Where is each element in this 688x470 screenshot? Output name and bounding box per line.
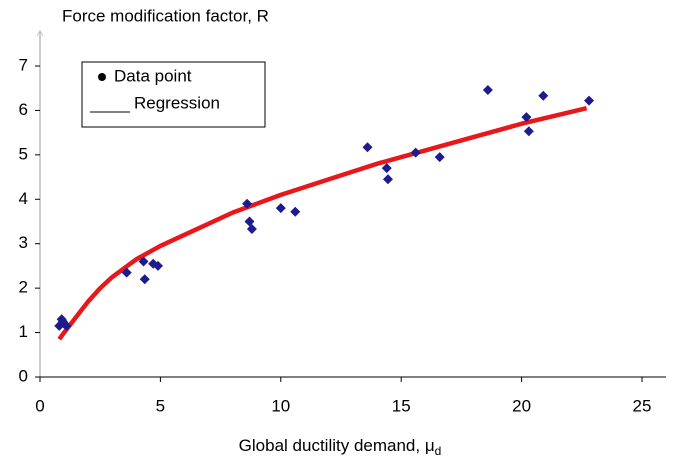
y-tick-label: 4 (19, 189, 28, 208)
x-tick-label: 10 (271, 396, 290, 415)
data-point (138, 256, 149, 267)
x-tick-label: 15 (392, 396, 411, 415)
x-tick-label: 0 (35, 396, 44, 415)
data-point (482, 84, 493, 95)
legend-marker (98, 73, 106, 81)
legend-box (81, 61, 266, 128)
y-axis-arrow (36, 29, 44, 37)
data-point (382, 174, 393, 185)
y-tick-label: 1 (19, 322, 28, 341)
data-point (244, 216, 255, 227)
x-tick-label: 25 (633, 396, 652, 415)
data-point (139, 274, 150, 285)
x-axis-label: Global ductility demand, μd (239, 436, 442, 458)
y-tick-label: 6 (19, 100, 28, 119)
y-tick-label: 3 (19, 233, 28, 252)
data-point (246, 224, 257, 235)
data-point (242, 198, 253, 209)
data-point (362, 142, 373, 153)
y-tick-label: 7 (19, 55, 28, 74)
data-point (584, 95, 595, 106)
y-tick-label: 5 (19, 144, 28, 163)
data-point (290, 206, 301, 217)
x-axis-label-text: Global ductility demand, μ (239, 436, 435, 455)
data-point (538, 90, 549, 101)
data-point (152, 260, 163, 271)
data-point (521, 112, 532, 123)
data-point (410, 147, 421, 158)
x-tick-label: 5 (156, 396, 165, 415)
y-axis-label: Force modification factor, R (62, 6, 269, 25)
regression-line (57, 106, 588, 341)
y-tick-label: 0 (19, 366, 28, 385)
x-axis-label-subscript: d (435, 444, 442, 458)
data-point (121, 267, 132, 278)
data-point (275, 203, 286, 214)
legend-label: Regression (134, 93, 220, 112)
data-point (381, 163, 392, 174)
x-tick-label: 20 (512, 396, 531, 415)
legend-label: Data point (114, 66, 192, 85)
y-tick-label: 2 (19, 278, 28, 297)
data-point (523, 126, 534, 137)
data-point (57, 316, 68, 327)
data-point (434, 152, 445, 163)
